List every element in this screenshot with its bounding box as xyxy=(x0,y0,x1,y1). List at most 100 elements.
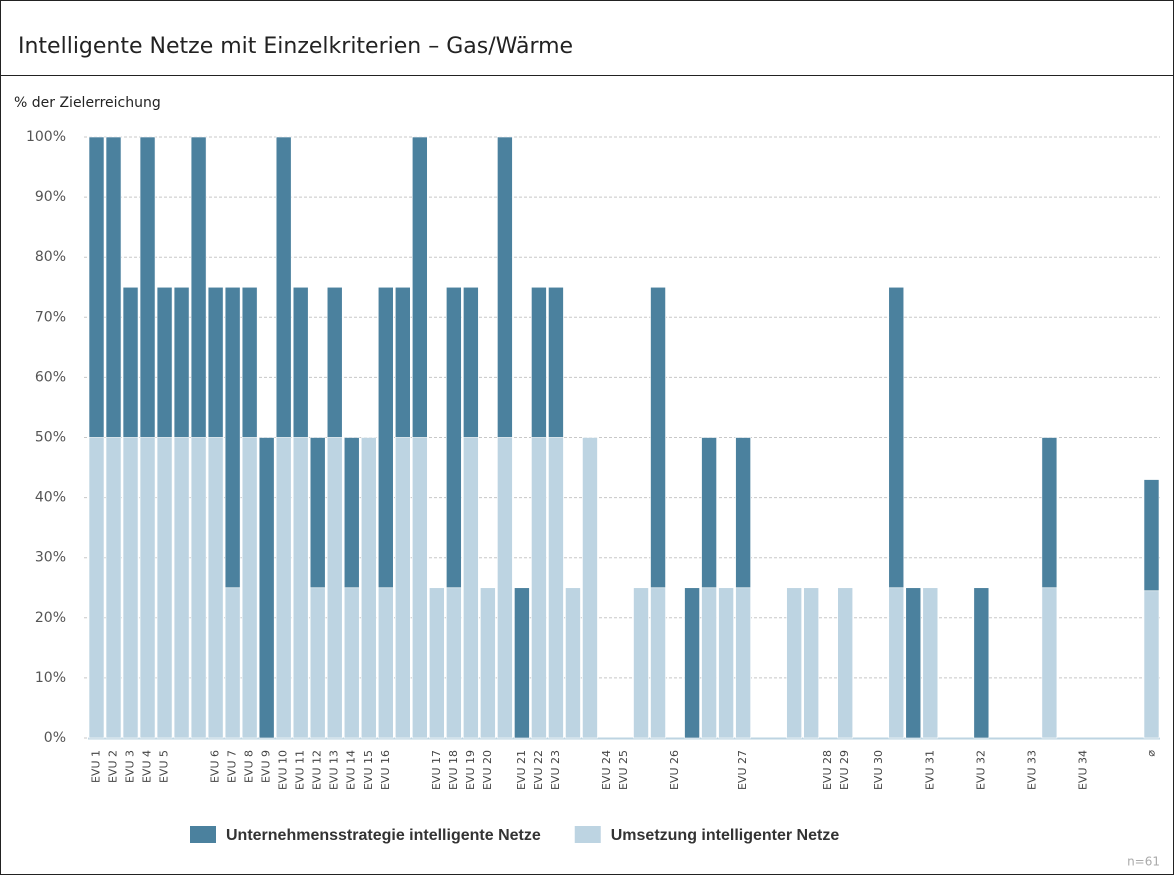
x-tick-label: EVU 3 xyxy=(124,750,137,783)
x-tick-label: EVU 13 xyxy=(328,750,341,790)
legend-label: Unternehmensstrategie intelligente Netze xyxy=(226,827,541,844)
bar-segment xyxy=(531,286,547,438)
x-tick-label: EVU 15 xyxy=(362,750,375,790)
bar-segment xyxy=(156,437,173,739)
x-tick-label: EVU 22 xyxy=(532,750,545,790)
bar-segment xyxy=(412,437,428,739)
bar-segment xyxy=(684,587,700,739)
x-tick-label: EVU 10 xyxy=(277,750,290,790)
y-tick-label: 40% xyxy=(35,490,66,506)
bar-segment xyxy=(633,587,649,739)
bar-segment xyxy=(531,437,547,739)
legend-swatch xyxy=(190,826,216,843)
bar-segment xyxy=(377,286,394,589)
bar-segment xyxy=(309,587,326,739)
bar-segment xyxy=(343,587,360,739)
y-tick-label: 60% xyxy=(35,369,66,385)
bar-segment xyxy=(514,587,530,739)
bar-segment xyxy=(888,587,905,739)
bar-segment xyxy=(360,437,377,739)
bar-segment xyxy=(241,437,258,739)
x-tick-label: EVU 23 xyxy=(549,750,562,790)
x-tick-label: EVU 27 xyxy=(736,750,749,790)
y-tick-label: 70% xyxy=(35,309,66,325)
x-tick-label: EVU 16 xyxy=(379,750,392,790)
bar-segment xyxy=(173,437,190,739)
bar-segment xyxy=(446,587,462,739)
bar-segment xyxy=(173,286,190,438)
bar-segment xyxy=(343,437,360,589)
bar-segment xyxy=(429,587,445,739)
x-tick-label: EVU 29 xyxy=(838,750,851,790)
bar-segment xyxy=(922,587,939,739)
bar-segment xyxy=(650,587,666,739)
y-tick-label: 100% xyxy=(26,129,66,145)
x-tick-label: EVU 8 xyxy=(243,750,256,783)
x-tick-label: EVU 20 xyxy=(481,750,494,790)
bar-segment xyxy=(837,587,854,739)
x-tick-label: EVU 32 xyxy=(974,750,987,790)
x-tick-label: EVU 30 xyxy=(872,750,885,790)
x-tick-label: EVU 1 xyxy=(90,750,103,783)
bar-segment xyxy=(701,587,717,739)
bar-segment xyxy=(1143,590,1160,739)
y-tick-label: 30% xyxy=(35,550,66,566)
bar-segment xyxy=(1041,437,1058,589)
bar-segment xyxy=(497,136,513,438)
y-tick-label: 90% xyxy=(35,189,66,205)
x-tick-label: EVU 26 xyxy=(668,750,681,790)
x-tick-label: EVU 7 xyxy=(226,750,239,783)
bar-segment xyxy=(412,136,428,438)
bar-segment xyxy=(377,587,394,739)
bar-segment xyxy=(105,437,122,739)
bar-segment xyxy=(122,286,139,438)
bar-segment xyxy=(446,286,462,589)
bar-segment xyxy=(190,136,207,438)
bar-segment xyxy=(207,437,224,739)
bar-segment xyxy=(463,286,479,438)
y-tick-label: 80% xyxy=(35,249,66,265)
bar-segment xyxy=(224,286,241,589)
x-tick-label: EVU 14 xyxy=(345,750,358,790)
bar-segment xyxy=(803,587,819,739)
x-tick-label: EVU 25 xyxy=(617,750,630,790)
legend-swatch xyxy=(574,826,601,843)
x-tick-label: EVU 17 xyxy=(430,750,443,790)
bar-segment xyxy=(258,437,275,739)
x-tick-label: EVU 24 xyxy=(600,750,613,790)
x-tick-label: EVU 5 xyxy=(158,750,171,783)
x-tick-label: EVU 31 xyxy=(923,750,936,790)
x-tick-label: EVU 11 xyxy=(294,750,307,790)
bar-segment xyxy=(548,286,564,438)
bar-segment xyxy=(394,286,411,438)
bar-segment xyxy=(718,587,734,739)
bar-segment xyxy=(1143,479,1160,592)
bar-segment xyxy=(275,437,292,739)
bar-segment xyxy=(88,136,105,438)
bar-segment xyxy=(786,587,802,739)
x-tick-label: EVU 6 xyxy=(209,750,222,783)
x-tick-label: EVU 34 xyxy=(1076,750,1089,790)
x-tick-label: EVU 19 xyxy=(464,750,477,790)
chart-title: Intelligente Netze mit Einzelkriterien –… xyxy=(18,34,573,59)
x-tick-label: EVU 21 xyxy=(515,750,528,790)
bar-segment xyxy=(463,437,479,739)
bar-segment xyxy=(139,437,156,739)
x-tick-label: EVU 2 xyxy=(107,750,120,783)
bar-segment xyxy=(565,587,581,739)
bar-segment xyxy=(190,437,207,739)
y-tick-label: 0% xyxy=(44,730,66,746)
bar-segment xyxy=(241,286,258,438)
legend-label: Umsetzung intelligenter Netze xyxy=(611,827,840,844)
bar-segment xyxy=(122,437,139,739)
bar-segment xyxy=(275,136,292,438)
y-tick-label: 20% xyxy=(35,610,66,626)
bar-segment xyxy=(888,286,905,589)
sample-note: n=61 xyxy=(1127,855,1160,869)
bar-segment xyxy=(480,587,496,739)
bar-segment xyxy=(139,136,156,438)
bar-segment xyxy=(735,587,751,739)
x-tick-label: EVU 4 xyxy=(141,750,154,783)
